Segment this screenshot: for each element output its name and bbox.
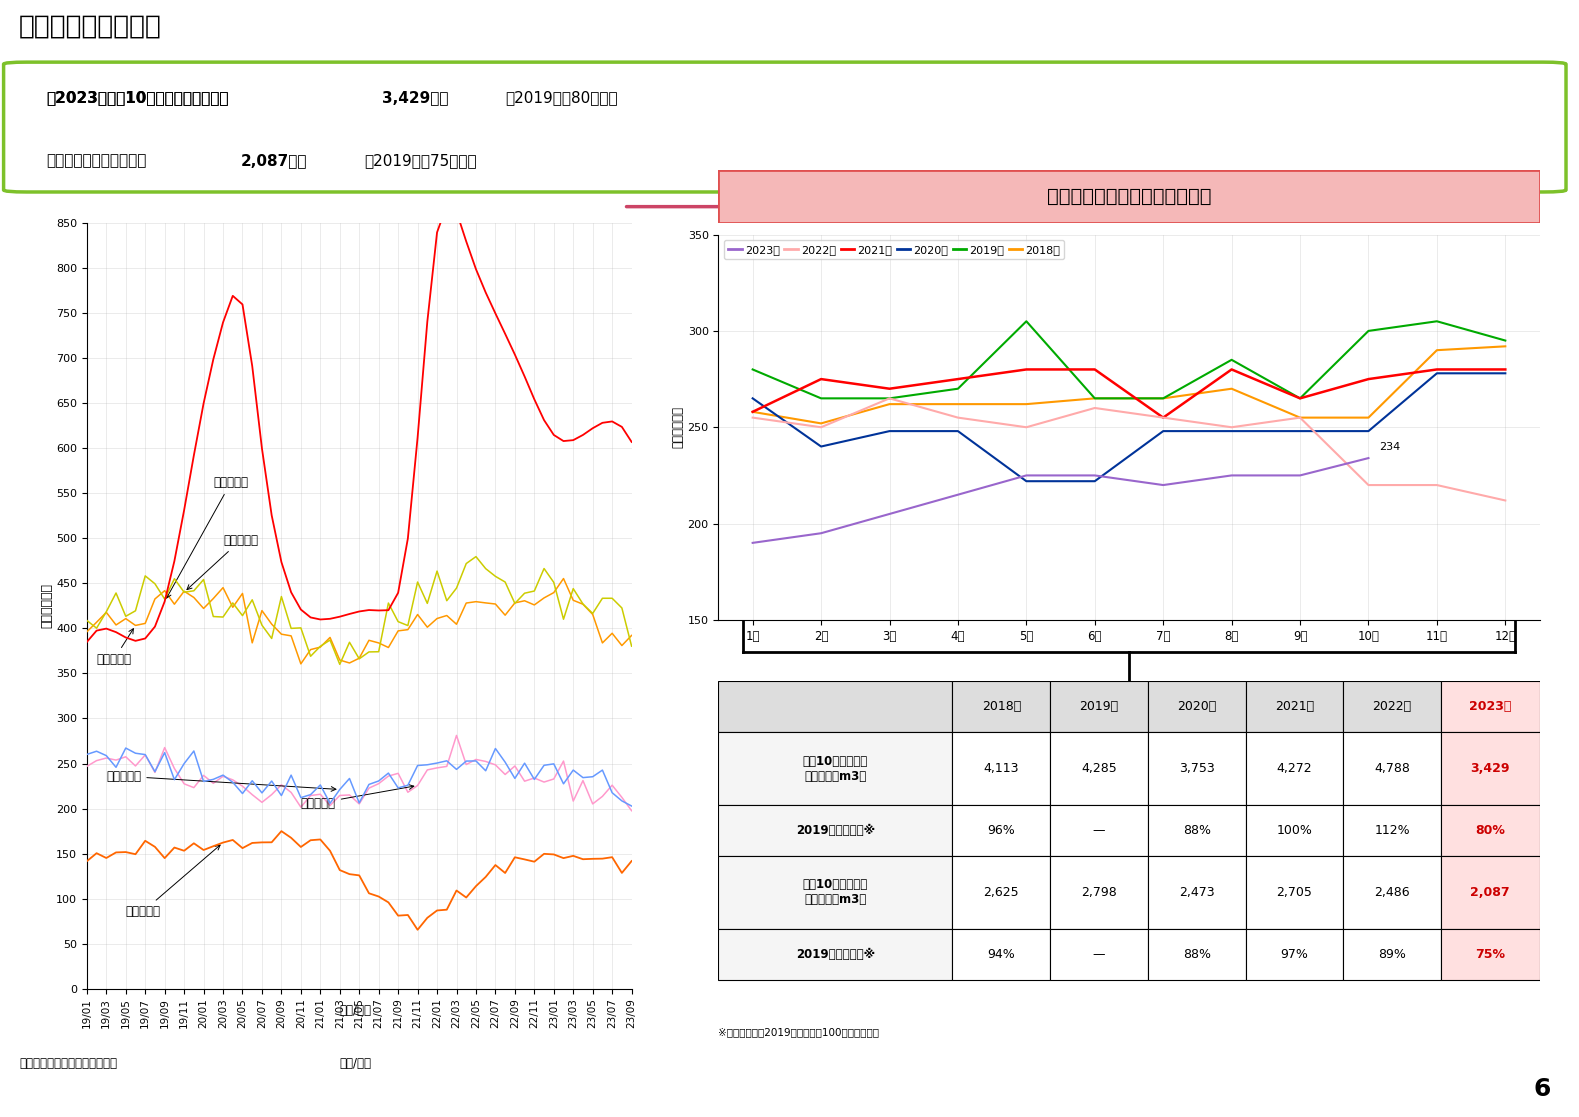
- Text: 2,705: 2,705: [1276, 886, 1312, 899]
- Legend: 2023年, 2022年, 2021年, 2020年, 2019年, 2018年: 2023年, 2022年, 2021年, 2020年, 2019年, 2018年: [725, 240, 1064, 259]
- Text: 80%: 80%: [1475, 824, 1505, 837]
- Bar: [952, 681, 1050, 733]
- Bar: [1246, 856, 1344, 928]
- Text: 88%: 88%: [1183, 824, 1211, 837]
- Bar: [718, 733, 952, 805]
- Bar: [1246, 733, 1344, 805]
- Text: 75%: 75%: [1475, 947, 1505, 961]
- Bar: [1442, 805, 1540, 856]
- Text: ・2023年１～10月の原木の入荷量は: ・2023年１～10月の原木の入荷量は: [46, 90, 229, 105]
- Bar: [1344, 733, 1442, 805]
- Text: 2,486: 2,486: [1374, 886, 1410, 899]
- Text: 3,753: 3,753: [1180, 762, 1214, 775]
- Bar: [718, 681, 952, 733]
- Text: 96%: 96%: [987, 824, 1015, 837]
- Text: 2,798: 2,798: [1082, 886, 1116, 899]
- Bar: [1050, 733, 1148, 805]
- Text: 2,473: 2,473: [1180, 886, 1214, 899]
- Bar: [1344, 856, 1442, 928]
- Y-axis label: 数量（千㎥）: 数量（千㎥）: [671, 407, 685, 448]
- Text: （2019年比75％）。: （2019年比75％）。: [365, 153, 477, 168]
- Text: （２）合板（全国）: （２）合板（全国）: [19, 13, 161, 40]
- Text: 2022年: 2022年: [1372, 700, 1412, 714]
- Text: ・同様に合板の出荷量は: ・同様に合板の出荷量は: [46, 153, 147, 168]
- Text: 2020年: 2020年: [1176, 700, 1216, 714]
- Bar: [718, 805, 952, 856]
- FancyBboxPatch shape: [3, 63, 1566, 192]
- Bar: [1148, 856, 1246, 928]
- Text: 112%: 112%: [1374, 824, 1410, 837]
- Text: —: —: [1093, 824, 1105, 837]
- Bar: [1344, 928, 1442, 980]
- Bar: [1050, 928, 1148, 980]
- Text: １～10月合板出荷
量合計（千m3）: １～10月合板出荷 量合計（千m3）: [802, 878, 868, 906]
- Text: 2019年: 2019年: [1080, 700, 1118, 714]
- Text: 4,788: 4,788: [1374, 762, 1410, 775]
- Bar: [1442, 733, 1540, 805]
- Text: 3,429千㎥: 3,429千㎥: [382, 90, 448, 105]
- Text: 234: 234: [1378, 442, 1401, 452]
- Bar: [1442, 856, 1540, 928]
- Text: 2019年との比較※: 2019年との比較※: [796, 947, 875, 961]
- Bar: [1148, 805, 1246, 856]
- Bar: [1050, 856, 1148, 928]
- Text: ・2023年１～10月の原木の入荷量は: ・2023年１～10月の原木の入荷量は: [46, 90, 229, 105]
- Bar: [1246, 681, 1344, 733]
- Text: 88%: 88%: [1183, 947, 1211, 961]
- Bar: [1050, 681, 1148, 733]
- Text: 2,087千㎥: 2,087千㎥: [240, 153, 308, 168]
- Bar: [1442, 928, 1540, 980]
- Text: 2023年: 2023年: [1468, 700, 1511, 714]
- Text: 2,087: 2,087: [1470, 886, 1510, 899]
- Bar: [1442, 681, 1540, 733]
- Text: 89%: 89%: [1378, 947, 1405, 961]
- Text: 6: 6: [1533, 1077, 1551, 1101]
- Bar: [952, 733, 1050, 805]
- Text: 4,113: 4,113: [984, 762, 1018, 775]
- Text: 4,272: 4,272: [1276, 762, 1312, 775]
- Bar: [952, 805, 1050, 856]
- Text: １～10月原木入荷
量合計（千m3）: １～10月原木入荷 量合計（千m3）: [802, 755, 868, 783]
- Text: 資料：農林水産省「合板統計」: 資料：農林水産省「合板統計」: [19, 1057, 117, 1070]
- Bar: [1246, 805, 1344, 856]
- Bar: [1246, 928, 1344, 980]
- Bar: [1050, 805, 1148, 856]
- Text: （年/月）: （年/月）: [339, 1004, 371, 1018]
- Text: 合板在庫量: 合板在庫量: [126, 846, 219, 918]
- Bar: [952, 928, 1050, 980]
- Text: 合板生産量: 合板生産量: [302, 784, 414, 810]
- Bar: [718, 928, 952, 980]
- Bar: [1148, 733, 1246, 805]
- Text: ※コロナ禍前の2019年の数値を100％とした比較: ※コロナ禍前の2019年の数値を100％とした比較: [718, 1028, 880, 1038]
- Text: 2,625: 2,625: [984, 886, 1018, 899]
- Text: 原木消費量: 原木消費量: [96, 629, 133, 666]
- Text: 2018年: 2018年: [982, 700, 1022, 714]
- Text: —: —: [1093, 947, 1105, 961]
- Bar: [1344, 805, 1442, 856]
- Text: 原木入荷量: 原木入荷量: [186, 534, 257, 590]
- Text: 合板出荷量の月別推移（全国）: 合板出荷量の月別推移（全国）: [1047, 187, 1211, 207]
- Bar: [1148, 928, 1246, 980]
- Bar: [718, 856, 952, 928]
- Text: 97%: 97%: [1281, 947, 1309, 961]
- Text: 合板出荷量: 合板出荷量: [106, 770, 336, 791]
- Bar: [1344, 681, 1442, 733]
- Y-axis label: 数量（千㎥）: 数量（千㎥）: [39, 583, 54, 629]
- Text: 3,429: 3,429: [1470, 762, 1510, 775]
- Text: 2019年との比較※: 2019年との比較※: [796, 824, 875, 837]
- Bar: [1148, 681, 1246, 733]
- Text: 2021年: 2021年: [1274, 700, 1314, 714]
- Text: （年/月）: （年/月）: [339, 1057, 371, 1070]
- Text: 4,285: 4,285: [1082, 762, 1116, 775]
- Text: 100%: 100%: [1276, 824, 1312, 837]
- Text: 94%: 94%: [987, 947, 1015, 961]
- Bar: [952, 856, 1050, 928]
- Text: （2019年比80％）。: （2019年比80％）。: [505, 90, 617, 105]
- Text: 原木在庫量: 原木在庫量: [166, 476, 248, 598]
